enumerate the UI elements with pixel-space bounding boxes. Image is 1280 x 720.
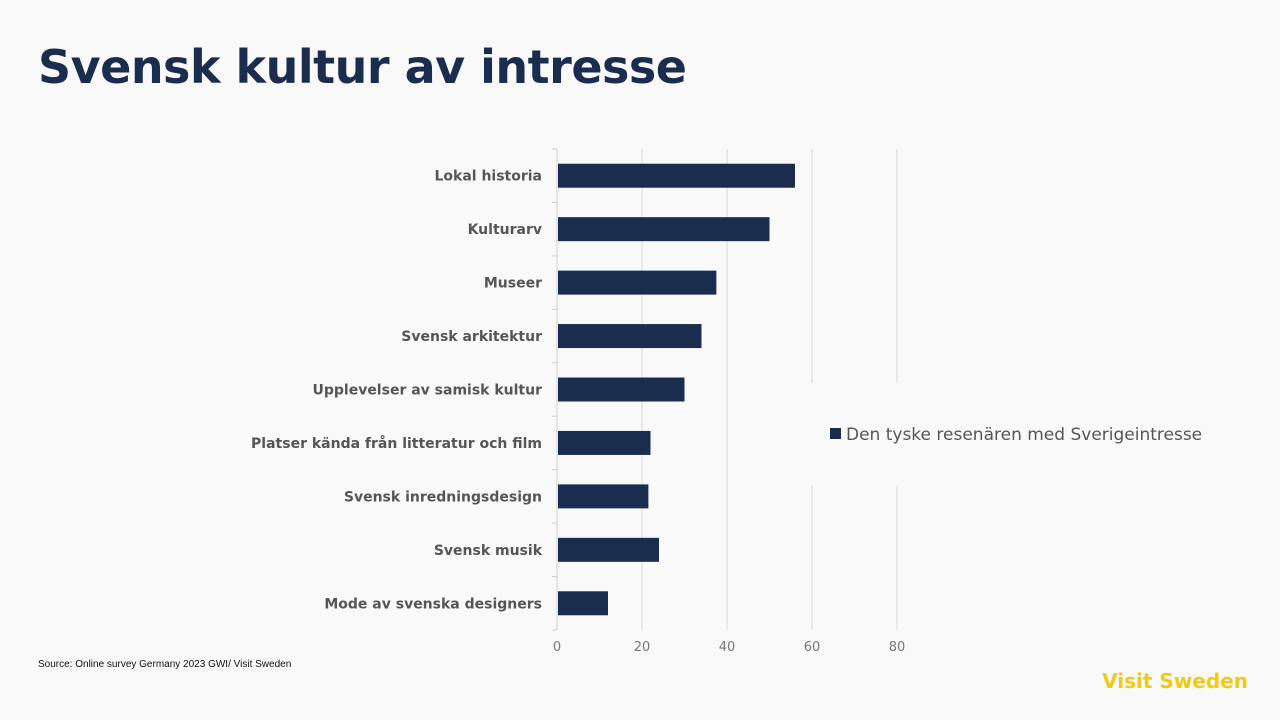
- bar: [558, 163, 795, 188]
- x-tick-label: 20: [634, 640, 651, 655]
- x-tick-label: 60: [804, 640, 821, 655]
- page-title: Svensk kultur av intresse: [38, 40, 687, 94]
- legend-swatch: [830, 428, 841, 439]
- category-label: Svensk arkitektur: [401, 329, 542, 345]
- source-note: Source: Online survey Germany 2023 GWI/ …: [38, 659, 292, 670]
- x-tick-label: 40: [719, 640, 736, 655]
- category-label: Platser kända från litteratur och film: [251, 435, 542, 452]
- bar: [558, 270, 717, 295]
- category-label: Mode av svenska designers: [324, 596, 542, 612]
- bar: [558, 591, 608, 616]
- category-label: Museer: [484, 276, 542, 292]
- brand-logo: Visit Sweden: [1102, 669, 1248, 693]
- category-label: Svensk musik: [434, 543, 543, 559]
- category-label: Upplevelser av samisk kultur: [312, 383, 542, 399]
- bar: [558, 377, 685, 402]
- category-label: Svensk inredningsdesign: [344, 489, 542, 505]
- x-tick-label: 0: [553, 640, 561, 655]
- bar: [558, 217, 770, 242]
- category-label: Lokal historia: [434, 169, 542, 185]
- bar: [558, 484, 649, 509]
- bar: [558, 430, 651, 455]
- legend-label: Den tyske resenären med Sverigeintresse: [846, 425, 1202, 445]
- bar: [558, 324, 702, 349]
- bar: [558, 537, 659, 562]
- x-tick-label: 80: [889, 640, 906, 655]
- category-label: Kulturarv: [468, 222, 542, 238]
